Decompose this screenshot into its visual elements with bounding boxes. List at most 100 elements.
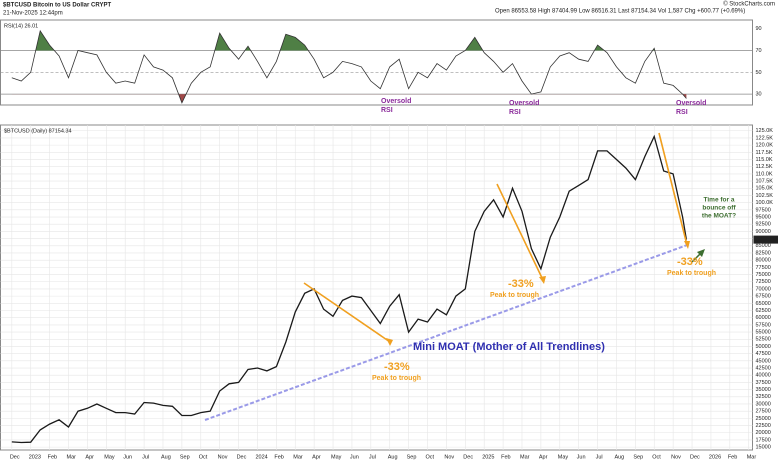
x-tick-label: Oct [199, 454, 208, 460]
y-tick-label: 32500 [756, 394, 771, 400]
y-tick-label: 82500 [756, 250, 771, 256]
oversold-note: RSI [381, 107, 393, 114]
y-tick-label: 30000 [756, 401, 771, 407]
y-tick-label: 40000 [756, 373, 771, 379]
oversold-note: Oversold [509, 100, 539, 107]
y-tick-label: 77500 [756, 265, 771, 271]
y-tick-label: 45000 [756, 358, 771, 364]
x-tick-label: Oct [426, 454, 435, 460]
price-line [11, 29, 687, 104]
x-tick-label: Jul [142, 454, 149, 460]
y-tick-label: 70 [756, 48, 762, 54]
y-tick-label: 67500 [756, 294, 771, 300]
trendline [204, 243, 691, 421]
y-tick-label: 60000 [756, 315, 771, 321]
arrow [496, 183, 544, 281]
drop-note: -33% [677, 256, 703, 268]
oversold-note: RSI [509, 109, 521, 116]
y-tick-label: 30 [756, 92, 762, 98]
x-tick-label: Jun [123, 454, 132, 460]
oversold-note: RSI [676, 109, 688, 116]
arrowhead [539, 276, 546, 284]
x-tick-label: Feb [48, 454, 57, 460]
arrowhead [697, 249, 705, 257]
last-price-box [753, 235, 778, 244]
y-tick-label: 22500 [756, 423, 771, 429]
y-tick-label: 37500 [756, 380, 771, 386]
x-tick-label: Jul [596, 454, 603, 460]
panel-title: $BTCUSD (Daily) 87154.34 [4, 128, 72, 134]
y-tick-label: 90 [756, 26, 762, 32]
arrows [303, 132, 688, 343]
credit: © StockCharts.com [723, 1, 775, 8]
y-tick-label: 55000 [756, 330, 771, 336]
y-tick-label: 50 [756, 70, 762, 76]
y-tick-label: 115.0K [756, 157, 773, 163]
y-tick-label: 85000 [756, 243, 771, 249]
y-tick-label: 15000 [756, 445, 771, 451]
x-tick-label: Aug [161, 454, 171, 460]
chart-date: 21-Nov-2025 12:44pm [3, 11, 63, 17]
x-tick-label: Sep [407, 454, 417, 460]
x-tick-label: Apr [539, 454, 548, 460]
chart-title: $BTCUSD Bitcoin to US Dollar CRYPT [3, 3, 111, 9]
price-line [11, 134, 688, 444]
y-tick-label: 125.0K [756, 128, 774, 134]
x-tick-label: Aug [614, 454, 624, 460]
y-tick-label: 27500 [756, 409, 771, 415]
x-tick-label: Nov [444, 454, 454, 460]
arrowhead [386, 338, 393, 346]
y-tick-label: 112.5K [756, 164, 773, 170]
x-tick-label: Feb [501, 454, 510, 460]
bounce-note: the MOAT? [702, 213, 736, 220]
x-tick-label: Jul [369, 454, 376, 460]
x-tick-label: Jun [577, 454, 586, 460]
y-tick-label: 72500 [756, 279, 771, 285]
y-tick-label: 75000 [756, 272, 771, 278]
rsi-frame [0, 19, 753, 106]
moat-note: Mini MOAT (Mother of All Trendlines) [413, 341, 605, 353]
x-tick-label: Mar [747, 454, 757, 460]
oversold-note: Oversold [381, 98, 411, 105]
x-tick-label: Apr [85, 454, 94, 460]
y-tick-label: 95000 [756, 214, 771, 220]
x-tick-label: Aug [388, 454, 398, 460]
x-tick-label: Feb [728, 454, 737, 460]
arrow [303, 282, 391, 343]
y-tick-label: 17500 [756, 437, 771, 443]
overbought-fill [11, 30, 687, 51]
y-tick-label: 102.5K [756, 193, 774, 199]
oversold-note: Oversold [676, 100, 706, 107]
x-tick-label: May [331, 454, 342, 460]
y-tick-label: 42500 [756, 365, 771, 371]
y-tick-label: 105.0K [756, 186, 774, 192]
drop-note: -33% [384, 361, 410, 373]
x-tick-label: Nov [671, 454, 681, 460]
y-tick-label: 122.5K [756, 135, 774, 141]
x-tick-label: Oct [652, 454, 661, 460]
y-tick-label: 57500 [756, 322, 771, 328]
x-tick-label: Sep [180, 454, 190, 460]
y-tick-label: 100.0K [756, 200, 774, 206]
y-tick-label: 50000 [756, 344, 771, 350]
y-tick-label: 25000 [756, 416, 771, 422]
peak-note: Peak to trough [490, 292, 539, 299]
bounce-note: Time for a [704, 197, 735, 204]
x-tick-label: 2025 [482, 454, 494, 460]
x-tick-label: Dec [10, 454, 20, 460]
x-tick-label: Nov [218, 454, 228, 460]
x-tick-label: Dec [237, 454, 247, 460]
x-tick-label: 2023 [29, 454, 41, 460]
last-price-label: 87154.34 [755, 237, 778, 243]
oversold-fill [11, 94, 687, 103]
y-tick-label: 80000 [756, 258, 771, 264]
y-tick-label: 65000 [756, 301, 771, 307]
x-tick-label: Jun [350, 454, 359, 460]
peak-note: Peak to trough [667, 270, 716, 277]
y-tick-label: 20000 [756, 430, 771, 436]
y-tick-label: 92500 [756, 222, 771, 228]
y-tick-label: 52500 [756, 337, 771, 343]
x-tick-label: May [104, 454, 115, 460]
x-tick-label: Mar [520, 454, 530, 460]
